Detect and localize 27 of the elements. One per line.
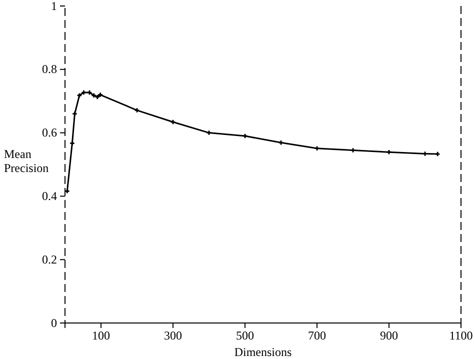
- y-tick-label: 0: [51, 316, 57, 330]
- y-tick-label: 0.8: [42, 62, 57, 76]
- point: [350, 148, 356, 152]
- x-tick-label: 500: [236, 328, 254, 343]
- point: [386, 150, 392, 154]
- x-tick-label: 100: [92, 328, 110, 343]
- x-tick-label: 900: [380, 328, 398, 343]
- point: [98, 92, 102, 97]
- y-axis-title: Mean Precision: [4, 147, 49, 175]
- point: [314, 146, 320, 150]
- point: [72, 112, 77, 116]
- y-tick-label: 1: [51, 0, 57, 13]
- x-axis-title: Dimensions: [234, 345, 292, 359]
- point: [206, 130, 212, 135]
- x-tick-label: 300: [164, 328, 182, 343]
- point: [134, 108, 140, 112]
- point: [70, 141, 74, 146]
- point: [65, 189, 70, 194]
- y-tick-label: 0.2: [42, 252, 57, 266]
- point: [422, 152, 428, 156]
- x-tick-label: 700: [308, 328, 326, 343]
- y-tick-label: 0.6: [42, 126, 57, 140]
- point: [77, 93, 82, 98]
- point: [82, 90, 86, 95]
- y-tick-label: 0.4: [42, 189, 57, 204]
- point: [92, 93, 96, 98]
- x-tick-label: 1100: [449, 328, 473, 343]
